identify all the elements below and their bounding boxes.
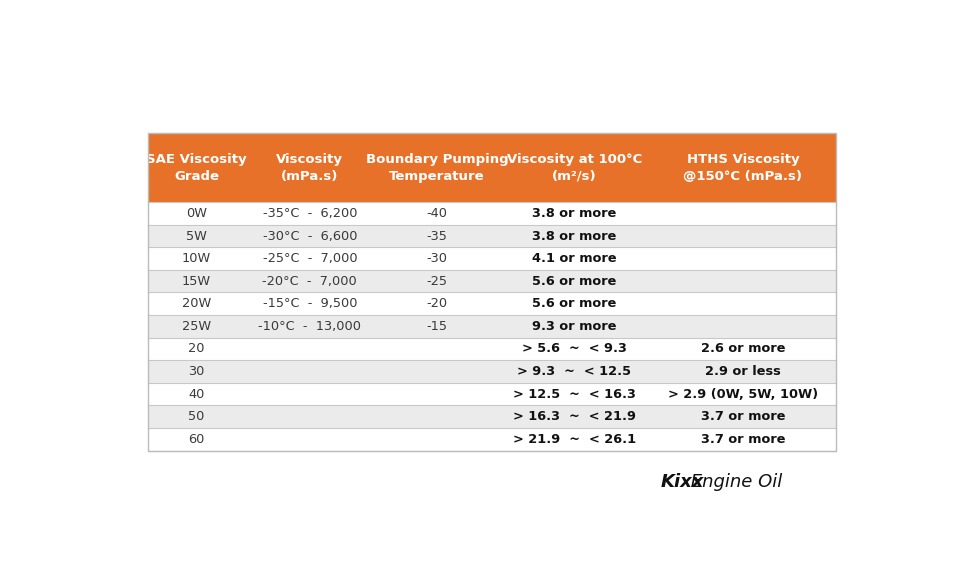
Text: 3.8 or more: 3.8 or more [532,230,616,242]
Text: SAE Viscosity
Grade: SAE Viscosity Grade [146,153,247,183]
Text: 5.6 or more: 5.6 or more [532,297,616,310]
Text: -10°C  -  13,000: -10°C - 13,000 [258,320,361,333]
Bar [148,428,836,450]
Text: -25°C  -  7,000: -25°C - 7,000 [262,252,357,265]
Text: 20W: 20W [181,297,211,310]
Text: -20°C  -  7,000: -20°C - 7,000 [262,275,357,287]
Text: 5W: 5W [186,230,206,242]
Bar [148,315,836,338]
Text: -20: -20 [426,297,447,310]
Bar [245,134,375,202]
Bar [148,338,836,360]
Bar [148,134,836,450]
Bar [499,134,650,202]
Bar [148,360,836,383]
Text: 10W: 10W [181,252,211,265]
Text: 5.6 or more: 5.6 or more [532,275,616,287]
Text: 3.7 or more: 3.7 or more [701,410,785,423]
Text: 3.7 or more: 3.7 or more [701,433,785,446]
Text: > 12.5  ~  < 16.3: > 12.5 ~ < 16.3 [513,388,636,400]
Text: > 16.3  ~  < 21.9: > 16.3 ~ < 21.9 [513,410,636,423]
Text: 25W: 25W [181,320,211,333]
Text: 3.8 or more: 3.8 or more [532,207,616,220]
Bar [148,134,245,202]
Text: > 2.9 (0W, 5W, 10W): > 2.9 (0W, 5W, 10W) [668,388,818,400]
Text: -35: -35 [426,230,447,242]
Bar [148,383,836,406]
Text: 2.6 or more: 2.6 or more [701,343,785,355]
Text: -15: -15 [426,320,447,333]
Text: 15W: 15W [181,275,211,287]
Text: 4.1 or more: 4.1 or more [532,252,617,265]
Bar [148,225,836,247]
Text: 9.3 or more: 9.3 or more [532,320,616,333]
Text: 60: 60 [188,433,204,446]
Text: 0W: 0W [186,207,207,220]
Text: -15°C  -  9,500: -15°C - 9,500 [263,297,357,310]
Bar [148,270,836,293]
Text: 20: 20 [188,343,204,355]
Text: > 5.6  ~  < 9.3: > 5.6 ~ < 9.3 [522,343,627,355]
Text: 50: 50 [188,410,204,423]
Text: -30: -30 [426,252,447,265]
Bar [650,134,836,202]
Text: -35°C  -  6,200: -35°C - 6,200 [263,207,357,220]
Text: 2.9 or less: 2.9 or less [705,365,780,378]
Text: 40: 40 [188,388,204,400]
Text: -25: -25 [426,275,447,287]
Text: Kixx: Kixx [660,472,704,491]
Text: -30°C  -  6,600: -30°C - 6,600 [263,230,357,242]
Text: Viscosity at 100°C
(m²/s): Viscosity at 100°C (m²/s) [507,153,642,183]
Bar [148,202,836,225]
Text: Engine Oil: Engine Oil [685,472,782,491]
Text: > 21.9  ~  < 26.1: > 21.9 ~ < 26.1 [513,433,636,446]
Bar [148,247,836,270]
Bar [375,134,499,202]
Text: -40: -40 [426,207,447,220]
Bar [148,406,836,428]
Text: Viscosity
(mPa.s): Viscosity (mPa.s) [276,153,344,183]
Text: > 9.3  ~  < 12.5: > 9.3 ~ < 12.5 [517,365,632,378]
Text: Boundary Pumping
Temperature: Boundary Pumping Temperature [366,153,508,183]
Text: HTHS Viscosity
@150°C (mPa.s): HTHS Viscosity @150°C (mPa.s) [684,153,803,183]
Text: 30: 30 [188,365,204,378]
Bar [148,293,836,315]
